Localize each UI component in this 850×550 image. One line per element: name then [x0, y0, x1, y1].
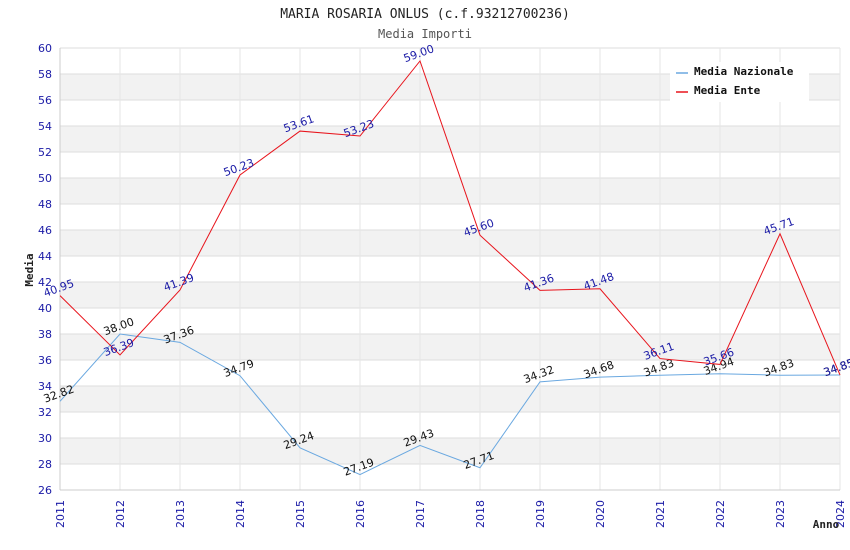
x-tick-label: 2023: [774, 500, 787, 528]
legend-label-media-ente: Media Ente: [694, 84, 761, 97]
y-tick-label: 36: [38, 354, 52, 367]
y-tick-label: 52: [38, 146, 52, 159]
data-label-media-nazionale: 34.68: [582, 358, 616, 381]
grid-band: [60, 438, 840, 464]
gridlines: [59, 47, 841, 491]
y-tick-label: 32: [38, 406, 52, 419]
x-tick-label: 2014: [234, 500, 247, 528]
y-tick-label: 42: [38, 276, 52, 289]
data-label-media-ente: 50.23: [222, 156, 256, 179]
x-tick-label: 2024: [834, 500, 847, 528]
chart-subtitle: Media Importi: [378, 27, 472, 41]
y-tick-label: 38: [38, 328, 52, 341]
x-tick-label: 2016: [354, 500, 367, 528]
x-tick-label: 2012: [114, 500, 127, 528]
grid-band: [60, 230, 840, 256]
y-tick-label: 58: [38, 68, 52, 81]
grid-band: [60, 334, 840, 360]
y-axis-label: Media: [23, 253, 36, 286]
x-axis-label: Anno: [813, 518, 840, 531]
y-tick-label: 30: [38, 432, 52, 445]
series-line-media-nazionale: [59, 333, 841, 476]
y-tick-label: 46: [38, 224, 52, 237]
y-tick-label: 26: [38, 484, 52, 497]
x-tick-label: 2020: [594, 500, 607, 528]
grid-band: [60, 282, 840, 308]
grid-band: [60, 386, 840, 412]
y-tick-label: 50: [38, 172, 52, 185]
y-tick-label: 28: [38, 458, 52, 471]
y-tick-label: 44: [38, 250, 52, 263]
legend: Media Nazionale Media Ente: [670, 62, 809, 102]
y-tick-label: 54: [38, 120, 52, 133]
x-tick-label: 2019: [534, 500, 547, 528]
y-tick-label: 34: [38, 380, 52, 393]
y-axis-ticks: 26 28 30 32 34 36 38 40 42 44 46 48 50 52 54 56 58 60: [38, 42, 52, 497]
series-line-media-ente: [59, 59, 841, 376]
chart-title: MARIA ROSARIA ONLUS (c.f.93212700236): [280, 7, 570, 22]
x-tick-label: 2017: [414, 500, 427, 528]
grid-band: [60, 178, 840, 204]
legend-label-media-nazionale: Media Nazionale: [694, 65, 794, 78]
x-tick-label: 2021: [654, 500, 667, 528]
x-tick-label: 2015: [294, 500, 307, 528]
y-tick-label: 40: [38, 302, 52, 315]
x-axis-ticks: 2011 2012 2013 2014 2015 2016 2017 2018 2019 2020…: [54, 500, 847, 528]
y-tick-label: 48: [38, 198, 52, 211]
y-tick-label: 56: [38, 94, 52, 107]
x-tick-label: 2018: [474, 500, 487, 528]
x-tick-label: 2011: [54, 500, 67, 528]
legend-box: [670, 62, 809, 102]
x-tick-label: 2022: [714, 500, 727, 528]
y-tick-label: 60: [38, 42, 52, 55]
data-label-media-nazionale: 34.32: [522, 363, 556, 386]
x-tick-label: 2013: [174, 500, 187, 528]
